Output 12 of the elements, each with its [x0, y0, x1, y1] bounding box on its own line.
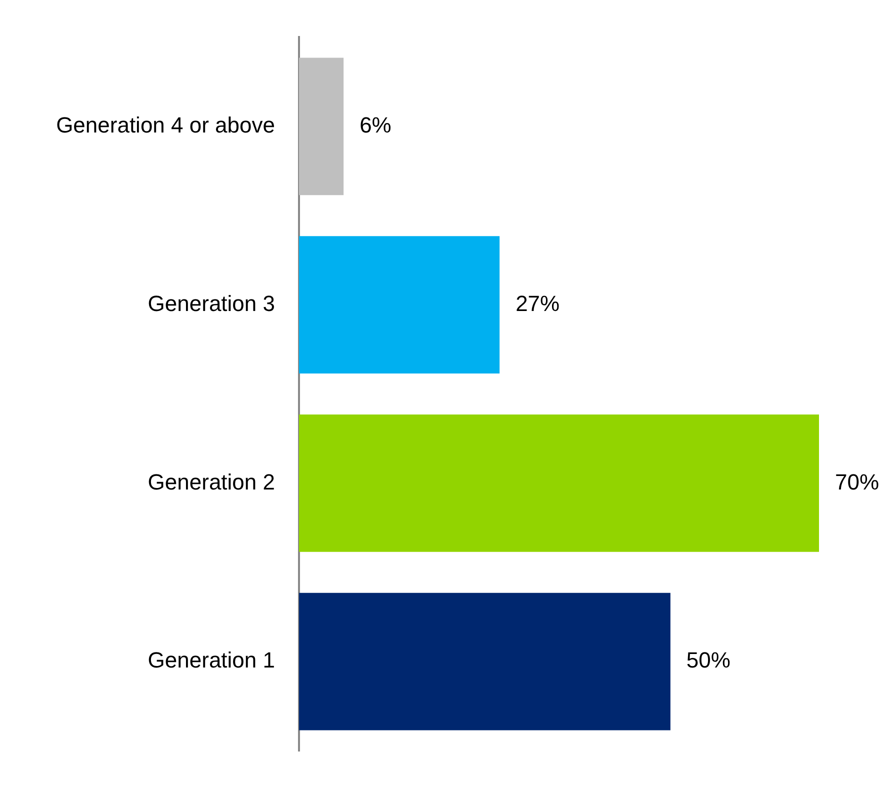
bar: [299, 236, 500, 374]
bar: [299, 592, 670, 730]
y-tick-label: Generation 1: [148, 648, 275, 673]
data-label: 50%: [686, 648, 730, 673]
bar: [299, 58, 344, 196]
data-label: 27%: [516, 290, 560, 316]
y-tick-label: Generation 2: [148, 469, 275, 494]
y-tick-label: Generation 4 or above: [56, 112, 275, 138]
y-tick-label: Generation 3: [148, 290, 275, 316]
data-label: 6%: [360, 112, 392, 138]
data-label: 70%: [835, 469, 880, 494]
bar: [299, 414, 819, 552]
